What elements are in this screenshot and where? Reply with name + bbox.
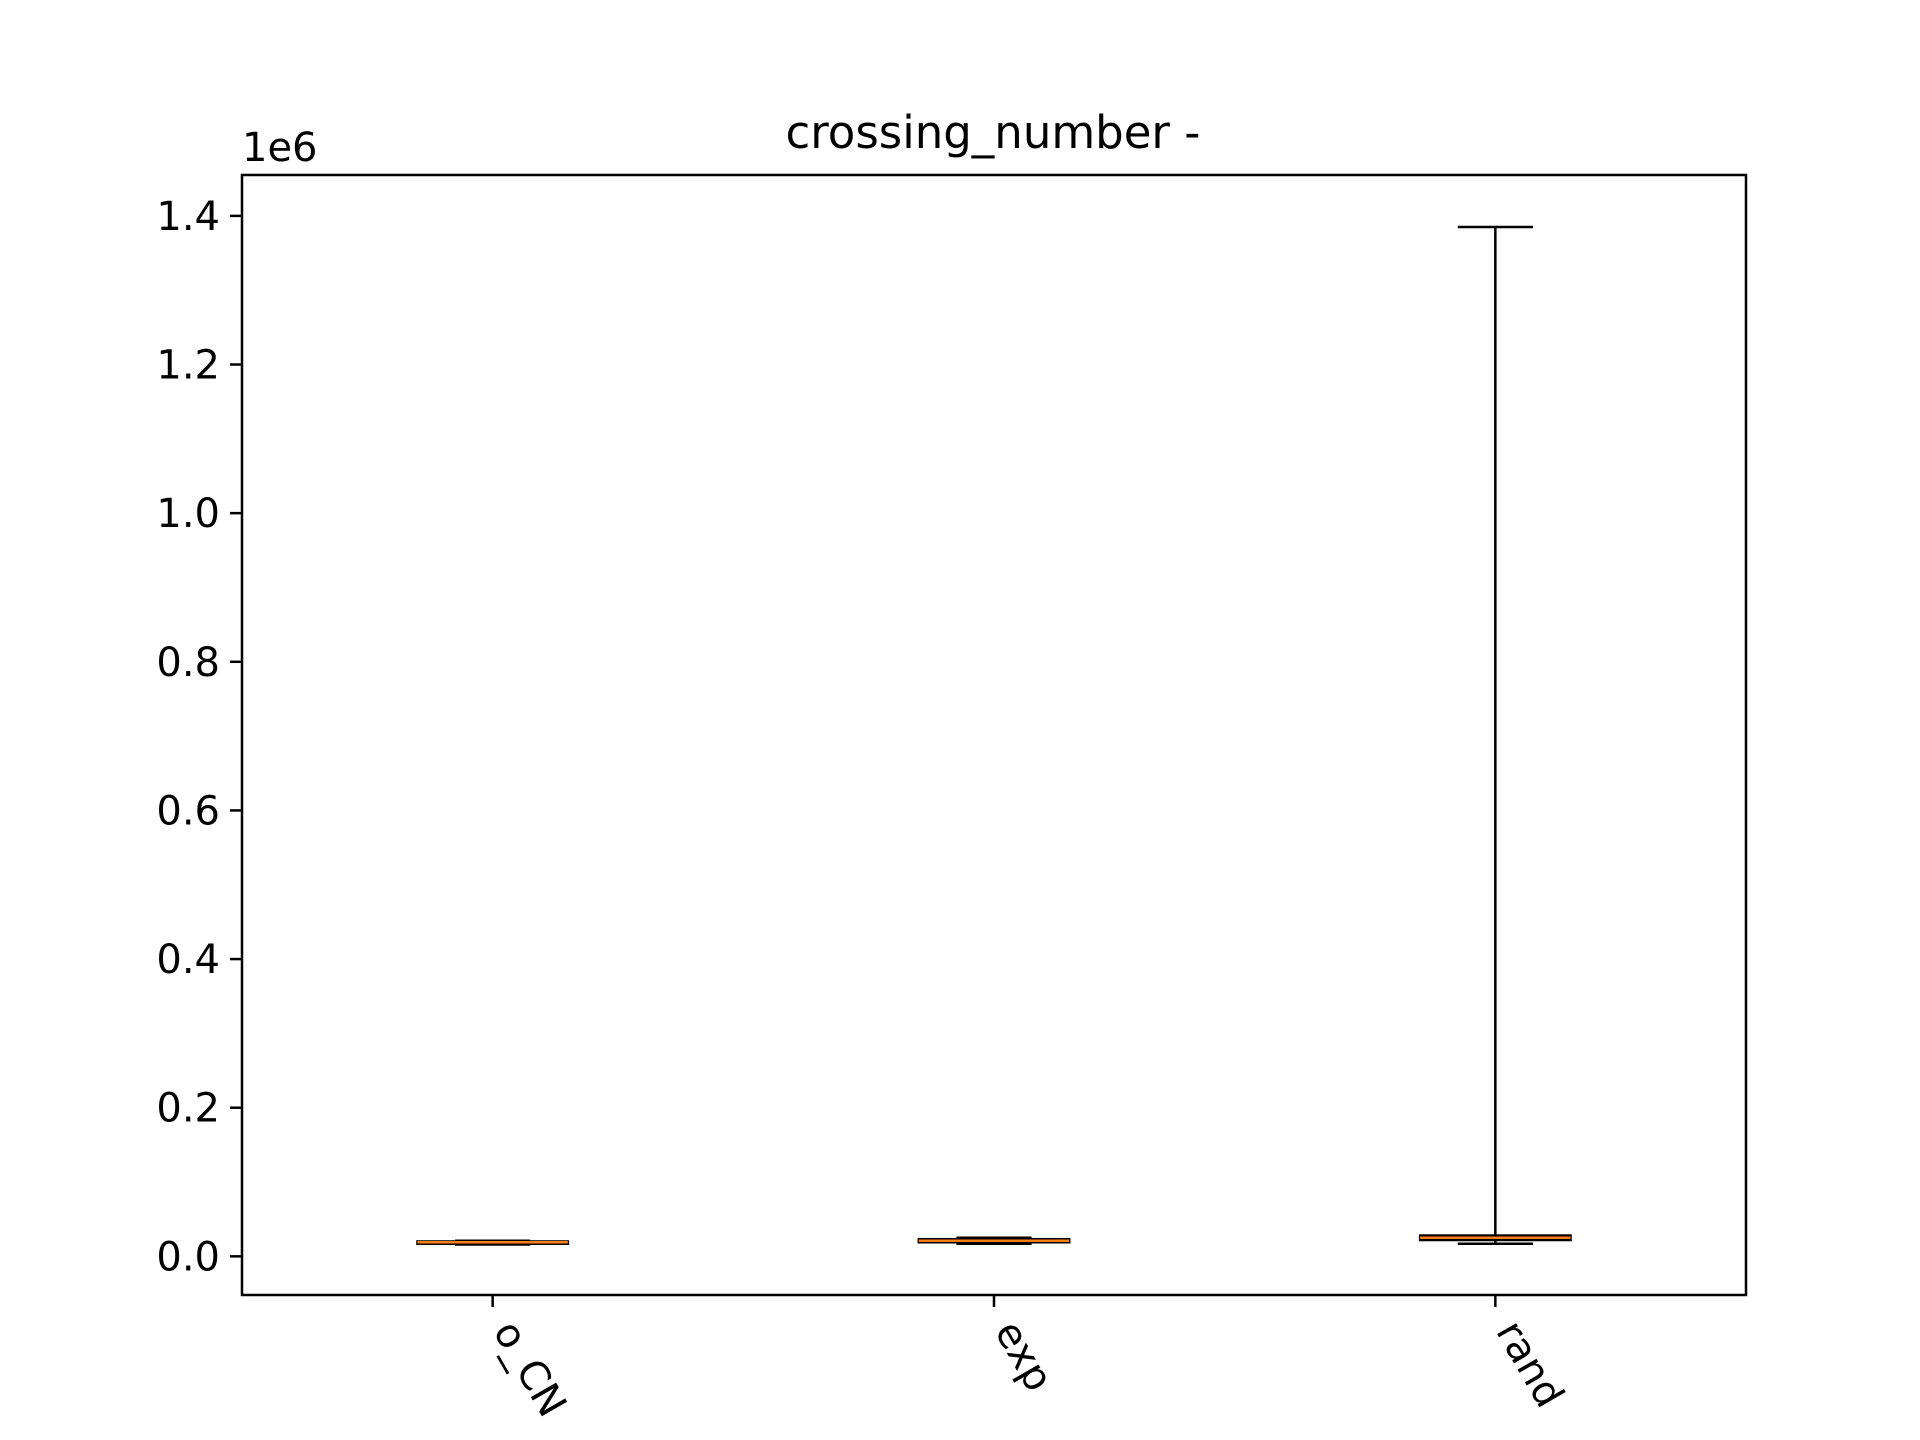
y-tick-label: 1.4	[156, 194, 220, 240]
plot-frame	[240, 173, 1748, 1297]
y-tick-label: 1.2	[156, 343, 220, 389]
y-tick-label: 0.6	[156, 788, 220, 834]
chart-title: crossing_number -	[786, 106, 1201, 159]
y-tick-label: 1.0	[156, 491, 220, 537]
y-axis-offset-label: 1e6	[242, 125, 318, 171]
y-tick-label: 0.8	[156, 640, 220, 686]
y-tick-label: 0.0	[156, 1234, 220, 1280]
y-tick-label: 0.2	[156, 1086, 220, 1132]
y-tick-label: 0.4	[156, 937, 220, 983]
